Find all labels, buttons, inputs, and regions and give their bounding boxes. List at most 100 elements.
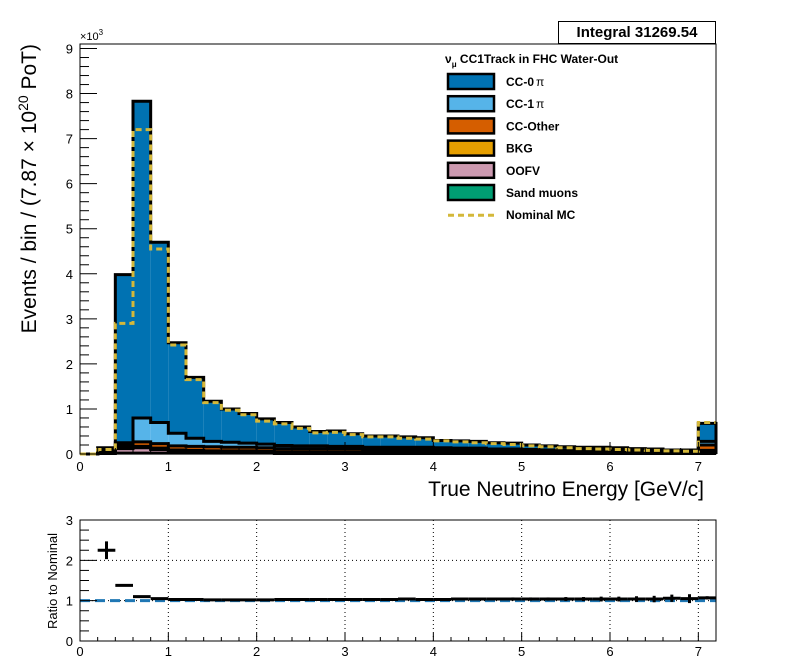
integral-value: 31269.54 bbox=[634, 24, 698, 41]
bar-oofv-3 bbox=[133, 447, 151, 454]
integral-stat-box: Integral 31269.54 bbox=[558, 21, 716, 44]
bar-cc-0--16 bbox=[362, 435, 381, 448]
bar-cc-other-7 bbox=[203, 446, 222, 451]
ratio-x-tick-label: 3 bbox=[341, 644, 348, 659]
legend-entry-bkg: BKG bbox=[446, 139, 533, 157]
legend-swatch bbox=[446, 72, 496, 91]
main-y-tick-label: 0 bbox=[66, 447, 73, 462]
ratio-point-10 bbox=[274, 597, 292, 601]
legend-swatch bbox=[446, 117, 496, 135]
bar-cc-0--4 bbox=[150, 242, 169, 423]
legend-entry-cc-other: CC-Other bbox=[446, 117, 560, 135]
bar-cc-0--5 bbox=[168, 342, 186, 434]
bar-cc-1--35 bbox=[698, 441, 716, 445]
bar-cc-other-10 bbox=[256, 447, 275, 452]
ratio-point-26 bbox=[557, 597, 575, 602]
ratio-x-tick-label: 7 bbox=[695, 644, 702, 659]
main-y-tick-label: 2 bbox=[66, 357, 73, 372]
legend-label: BKG bbox=[506, 142, 533, 156]
ratio-y-tick-label: 0 bbox=[66, 634, 73, 649]
legend-entry-cc-1-: CC-1 π bbox=[446, 94, 544, 113]
legend-swatch bbox=[446, 161, 496, 180]
ratio-point-0 bbox=[97, 541, 116, 560]
ratio-gridlines bbox=[80, 520, 716, 641]
bar-cc-0--9 bbox=[239, 413, 257, 444]
bar-cc-other-13 bbox=[309, 448, 328, 452]
main-x-tick-label: 0 bbox=[76, 459, 83, 474]
ratio-plot-frame bbox=[79, 519, 717, 642]
bar-cc-1--6 bbox=[186, 438, 204, 447]
main-y-tick-label: 3 bbox=[66, 312, 73, 327]
ratio-x-tick-label: 2 bbox=[253, 644, 260, 659]
ratio-points bbox=[97, 541, 716, 604]
ratio-point-20 bbox=[451, 597, 469, 601]
legend-swatch bbox=[446, 183, 496, 202]
ratio-point-11 bbox=[292, 597, 310, 601]
ratio-y-tick-label: 2 bbox=[66, 553, 73, 568]
bar-cc-0--27 bbox=[557, 446, 575, 450]
bar-cc-0--18 bbox=[398, 436, 416, 448]
bar-cc-0--17 bbox=[380, 435, 398, 448]
bar-cc-1--7 bbox=[203, 441, 222, 447]
ratio-point-9 bbox=[256, 598, 275, 602]
main-y-tick-label: 1 bbox=[66, 402, 73, 417]
bar-cc-other-9 bbox=[239, 447, 257, 451]
bar-cc-other-11 bbox=[274, 448, 292, 452]
ratio-point-32 bbox=[663, 594, 681, 602]
main-axes: 0 1 2 3 4 5 6 7 0 1 2 3 4 5 6 7 8 9 bbox=[66, 42, 717, 474]
bar-oofv-4 bbox=[150, 449, 169, 454]
main-y-tick-label: 4 bbox=[66, 267, 73, 282]
bar-cc-1--4 bbox=[150, 422, 169, 444]
ratio-x-tick-label: 6 bbox=[606, 644, 613, 659]
ratio-point-27 bbox=[574, 597, 593, 602]
bar-cc-other-14 bbox=[327, 448, 345, 452]
ratio-point-30 bbox=[627, 596, 646, 602]
main-x-tick-label: 7 bbox=[695, 459, 702, 474]
ratio-x-tick-label: 5 bbox=[518, 644, 525, 659]
integral-label: Integral bbox=[576, 24, 631, 41]
bar-cc-0--15 bbox=[345, 433, 363, 447]
main-x-tick-label: 2 bbox=[253, 459, 260, 474]
legend-items: CC-0 π CC-1 π CC-Other BKG OOFV Sand muons Nomin… bbox=[446, 72, 578, 222]
legend-swatch bbox=[446, 139, 496, 157]
ratio-point-33 bbox=[680, 594, 699, 604]
bar-cc-other-4 bbox=[150, 443, 169, 449]
main-x-tick-label: 1 bbox=[165, 459, 172, 474]
ratio-x-tick-label: 1 bbox=[165, 644, 172, 659]
bar-cc-other-6 bbox=[186, 446, 204, 451]
main-y-tick-label: 7 bbox=[66, 132, 73, 147]
bar-cc-1--10 bbox=[256, 444, 275, 448]
ratio-point-12 bbox=[309, 597, 328, 601]
bar-cc-0--24 bbox=[504, 443, 522, 450]
bar-cc-0--20 bbox=[433, 440, 451, 448]
main-y-tick-label: 5 bbox=[66, 222, 73, 237]
bar-cc-other-15 bbox=[345, 448, 363, 452]
legend-label: CC-1 π bbox=[506, 97, 544, 111]
ratio-point-13 bbox=[327, 597, 345, 601]
legend-label: CC-Other bbox=[506, 119, 560, 133]
legend-label: CC-0 π bbox=[506, 75, 544, 89]
main-y-axis-label: Events / bin / (7.87 × 1020 PoT) bbox=[15, 44, 41, 333]
main-x-tick-label: 3 bbox=[341, 459, 348, 474]
bar-cc-0--14 bbox=[327, 431, 345, 447]
bar-cc-0--2 bbox=[115, 274, 133, 443]
main-x-tick-label: 6 bbox=[606, 459, 613, 474]
legend-swatch bbox=[446, 94, 496, 113]
ratio-point-15 bbox=[362, 597, 381, 601]
bar-cc-0--19 bbox=[415, 437, 434, 448]
legend-label: Nominal MC bbox=[506, 208, 576, 222]
bar-cc-1--9 bbox=[239, 443, 257, 448]
ratio-point-31 bbox=[645, 595, 663, 603]
stack-outline-cc-1- bbox=[80, 416, 718, 456]
ratio-point-22 bbox=[486, 597, 504, 601]
legend-entry-nominal-mc: Nominal MC bbox=[448, 208, 576, 222]
bar-cc-0--8 bbox=[221, 408, 239, 443]
bar-cc-0--12 bbox=[292, 426, 310, 446]
main-x-tick-label: 5 bbox=[518, 459, 525, 474]
bar-cc-0--13 bbox=[309, 431, 328, 446]
ratio-x-tick-label: 0 bbox=[76, 644, 83, 659]
bar-cc-0--7 bbox=[203, 401, 222, 442]
legend: νμ CC1Track in FHC Water-Out CC-0 πCC-1 πC… bbox=[445, 52, 618, 222]
